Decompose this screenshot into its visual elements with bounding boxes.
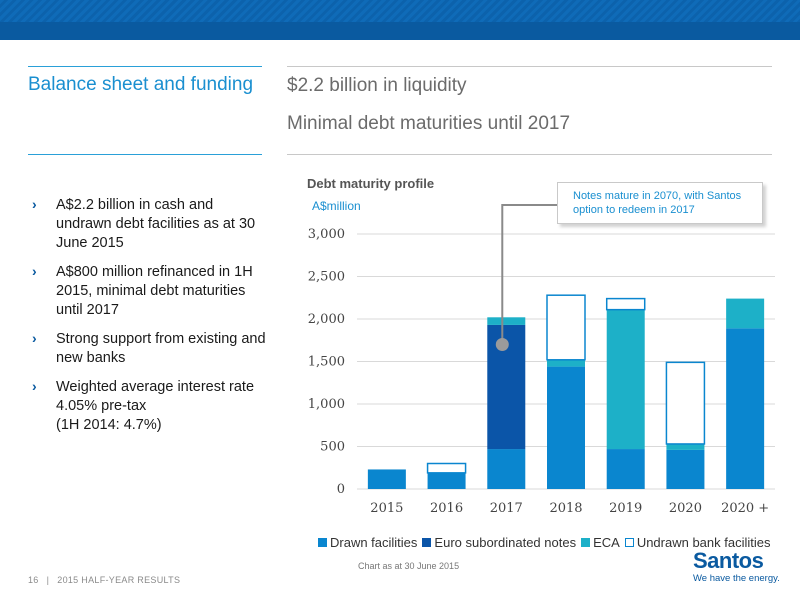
legend-item: Drawn facilities (318, 535, 417, 550)
chevron-right-icon: › (32, 263, 37, 279)
key-points-list: › A$2.2 billion in cash and undrawn debt… (30, 196, 270, 445)
divider-right-bottom (287, 154, 772, 155)
y-tick-label: 2,000 (308, 312, 345, 327)
y-tick-label: 3,000 (308, 227, 345, 242)
chevron-right-icon: › (32, 330, 37, 346)
annotation-marker (495, 338, 509, 351)
bar-segment (487, 449, 526, 489)
y-tick-label: 500 (320, 440, 345, 455)
x-tick-label: 2018 (549, 501, 582, 516)
x-tick-label: 2020 + (721, 501, 769, 516)
legend-label: ECA (593, 535, 620, 550)
y-tick-label: 2,500 (308, 270, 345, 285)
chevron-right-icon: › (32, 196, 37, 212)
y-axis-unit-label: A$million (312, 199, 361, 213)
bar-segment (666, 443, 705, 450)
bar-segment (605, 297, 646, 311)
footer-label: 2015 HALF-YEAR RESULTS (57, 575, 181, 585)
key-point-text: A$2.2 billion in cash and undrawn debt f… (56, 197, 256, 251)
page-footer: 16 | 2015 HALF-YEAR RESULTS (28, 575, 180, 585)
annotation-leader-line (501, 204, 557, 345)
logo-name: Santos (693, 548, 764, 573)
headline-maturities: Minimal debt maturities until 2017 (287, 113, 571, 134)
bar-segment (606, 449, 645, 489)
bar-segment (487, 317, 526, 325)
bar-segment (726, 328, 765, 489)
y-tick-label: 1,500 (308, 355, 345, 370)
key-point: › A$2.2 billion in cash and undrawn debt… (30, 196, 270, 253)
chart-title: Debt maturity profile (307, 176, 435, 191)
y-tick-label: 0 (337, 482, 345, 497)
bar-segment (665, 361, 706, 445)
headline-liquidity: $2.2 billion in liquidity (287, 75, 467, 96)
bar-segment (726, 298, 765, 329)
key-point-text: A$800 million refinanced in 1H 2015, min… (56, 264, 253, 318)
x-tick-label: 2020 (669, 501, 702, 516)
legend-item: Undrawn bank facilities (624, 535, 771, 550)
bar-segment (427, 472, 466, 489)
legend-item: ECA (581, 535, 620, 550)
key-point-text: Strong support from existing and new ban… (56, 331, 266, 366)
bar-segment (547, 366, 585, 489)
divider-left-top (28, 66, 262, 67)
bar-segment (367, 469, 406, 489)
santos-logo: Santos We have the energy. (693, 548, 780, 585)
x-tick-label: 2015 (370, 501, 403, 516)
footer-separator: | (46, 575, 50, 585)
legend-swatch-undrawn (624, 538, 634, 547)
legend-swatch-eca (581, 538, 591, 547)
divider-left-bottom (28, 154, 262, 155)
logo-tagline: We have the energy. (693, 573, 780, 584)
legend-swatch-drawn (318, 538, 327, 547)
key-point: › A$800 million refinanced in 1H 2015, m… (30, 263, 270, 320)
bar-segment (666, 449, 705, 489)
x-tick-label: 2017 (490, 501, 523, 516)
y-tick-label: 1,000 (308, 397, 345, 412)
key-point: › Strong support from existing and new b… (30, 330, 270, 368)
legend-label: Euro subordinated notes (434, 535, 577, 550)
bar-segment (546, 294, 586, 361)
key-point-text: Weighted average interest rate 4.05% pre… (56, 379, 255, 433)
bar-segment (606, 309, 645, 450)
chart-legend: Drawn facilities Euro subordinated notes… (318, 535, 776, 550)
x-tick-label: 2019 (609, 501, 642, 516)
section-title: Balance sheet and funding (28, 74, 254, 95)
top-banner-pattern (0, 0, 800, 22)
legend-label: Undrawn bank facilities (636, 535, 771, 550)
legend-swatch-euro-notes (422, 538, 432, 547)
divider-right-top (287, 66, 772, 67)
annotation-callout: Notes mature in 2070, with Santos option… (557, 182, 763, 224)
chart-footnote: Chart as at 30 June 2015 (358, 561, 460, 571)
legend-item: Euro subordinated notes (422, 535, 576, 550)
chevron-right-icon: › (32, 378, 37, 394)
key-point: › Weighted average interest rate 4.05% p… (30, 378, 270, 435)
top-banner (0, 0, 800, 40)
x-tick-label: 2016 (430, 501, 463, 516)
page-number: 16 (28, 575, 39, 585)
bar-segment (426, 462, 467, 474)
bar-segment (547, 359, 585, 367)
legend-label: Drawn facilities (330, 535, 418, 550)
